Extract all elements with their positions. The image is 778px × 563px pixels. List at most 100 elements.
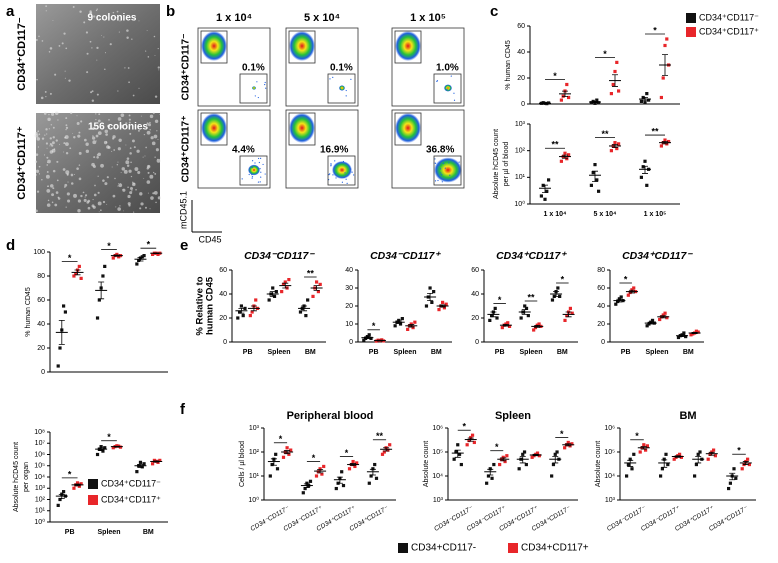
data-point <box>397 318 401 322</box>
colony-speck <box>139 192 143 196</box>
significance-label: * <box>312 453 316 463</box>
x-tick-label: 5 x 10⁴ <box>594 211 617 218</box>
x-tick-label: PB <box>65 529 75 536</box>
event-dot <box>251 174 253 176</box>
colony-speck <box>34 133 39 138</box>
y-axis-label: % human CD45 <box>25 287 32 337</box>
colony-speck <box>117 161 119 163</box>
event-dot <box>257 181 260 183</box>
legend-swatch <box>508 543 518 553</box>
colony-speck <box>105 133 108 136</box>
significance-label: ** <box>651 126 659 136</box>
colony-speck <box>44 134 46 136</box>
colony-speck <box>145 146 147 149</box>
data-point <box>712 448 716 452</box>
error-bar <box>562 154 568 159</box>
colony-speck <box>51 148 56 153</box>
colony-speck <box>115 206 117 208</box>
data-point <box>565 157 569 161</box>
data-point <box>239 304 243 308</box>
y-tick-label: 10⁷ <box>35 440 46 447</box>
event-dot <box>438 164 440 166</box>
event-dot <box>446 88 448 90</box>
y-tick-label: 60 <box>471 267 479 274</box>
colony-speck <box>65 126 69 130</box>
colony-speck <box>37 146 40 148</box>
data-point <box>248 314 252 318</box>
colony-speck <box>53 148 56 150</box>
colony-speck <box>51 193 55 197</box>
colony-speck <box>149 121 151 124</box>
colony-speck <box>129 152 132 155</box>
data-point <box>678 452 682 456</box>
colony-speck <box>118 138 122 142</box>
data-point <box>62 490 66 494</box>
colony-speck <box>150 136 154 140</box>
event-dot <box>453 92 455 94</box>
colony-speck <box>147 192 149 194</box>
colony-speck <box>148 123 152 127</box>
data-point <box>503 459 507 464</box>
data-point <box>140 465 144 469</box>
colony-speck <box>154 119 159 124</box>
colony-speck <box>38 165 41 168</box>
colony-speck <box>104 129 108 134</box>
colony-speck <box>91 90 94 93</box>
data-point <box>495 316 499 320</box>
chart-title: Spleen <box>495 410 531 422</box>
data-point <box>406 327 410 331</box>
data-point <box>693 474 697 478</box>
colony-speck <box>95 113 97 115</box>
data-point <box>614 302 618 306</box>
data-point <box>301 491 305 495</box>
colony-speck <box>65 206 67 208</box>
event-dot <box>254 162 256 164</box>
data-point <box>283 280 287 284</box>
error-bar <box>336 476 343 484</box>
colony-speck <box>149 114 154 119</box>
colony-speck <box>104 68 106 70</box>
gate <box>327 155 356 186</box>
data-point <box>492 462 496 467</box>
colony-speck <box>84 194 88 197</box>
colony-speck <box>118 183 119 184</box>
y-tick-label: 20 <box>345 303 353 310</box>
row-label: CD34⁺CD117⁺ <box>181 116 192 183</box>
data-point <box>254 298 258 302</box>
data-point <box>63 310 67 314</box>
colony-speck <box>54 203 58 207</box>
colony-speck <box>79 10 82 13</box>
chart-title: BM <box>679 410 696 422</box>
event-dot <box>345 178 347 180</box>
colony-speck <box>83 21 86 24</box>
error-bar <box>628 289 635 294</box>
significance-label: ** <box>527 292 535 302</box>
error-bar <box>282 282 289 289</box>
colony-speck <box>85 142 89 146</box>
colony-speck <box>56 160 59 163</box>
colony-speck <box>109 43 112 46</box>
data-point <box>243 306 247 310</box>
significance-label: * <box>68 469 72 479</box>
colony-speck <box>46 164 48 166</box>
colony-speck <box>34 160 38 163</box>
colony-speck <box>104 182 108 186</box>
colony-speck <box>144 206 147 209</box>
colony-speck <box>47 199 50 202</box>
colony-speck <box>46 133 48 135</box>
event-dot <box>260 176 262 178</box>
colony-speck <box>45 96 47 98</box>
event-dot <box>251 176 254 178</box>
data-point <box>563 151 567 155</box>
colony-speck <box>149 129 151 131</box>
data-point <box>589 183 593 187</box>
colony-speck <box>78 177 82 181</box>
event-dot <box>436 80 439 82</box>
error-bar <box>303 483 310 488</box>
colony-speck <box>83 198 87 202</box>
event-dot <box>452 159 454 161</box>
data-point <box>747 462 751 467</box>
colony-speck <box>49 145 51 147</box>
colony-speck <box>54 73 57 76</box>
data-point <box>493 306 497 310</box>
